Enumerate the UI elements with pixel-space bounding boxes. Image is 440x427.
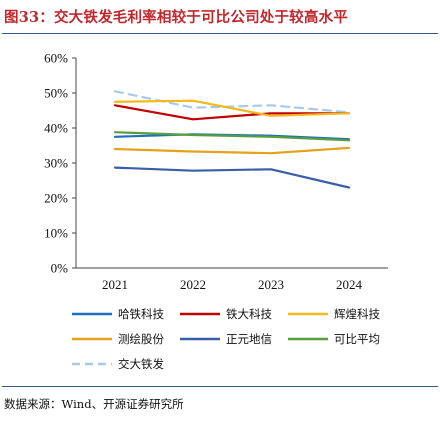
source-note: 数据来源：Wind、开源证券研究所 — [4, 397, 184, 411]
x-tick-label: 2023 — [258, 277, 284, 292]
y-tick-label: 40% — [44, 121, 68, 136]
legend-label: 铁大科技 — [226, 307, 272, 321]
title-rule — [2, 33, 438, 34]
legend-label: 哈铁科技 — [118, 307, 164, 321]
series-line — [113, 146, 351, 155]
source-rule — [2, 386, 438, 387]
chart-axes: 0% 10% 20% 30% 40% 50% 60% 2021 2022 2023 2024 — [44, 51, 388, 292]
series-line — [113, 90, 351, 114]
series-line — [113, 131, 351, 142]
series-line — [113, 104, 351, 121]
y-tick-label: 30% — [44, 156, 68, 171]
legend-label: 正元地信 — [226, 332, 272, 346]
y-tick-label: 0% — [51, 261, 69, 276]
y-tick-label: 20% — [44, 191, 68, 206]
legend-label: 测绘股份 — [118, 332, 164, 346]
x-tick-label: 2022 — [180, 277, 206, 292]
x-tick-label: 2024 — [336, 277, 363, 292]
legend-label: 辉煌科技 — [334, 307, 380, 321]
series-line — [113, 166, 351, 189]
y-tick-label: 50% — [44, 86, 68, 101]
series-line — [113, 99, 351, 117]
legend-label: 交大铁发 — [118, 357, 164, 371]
y-tick-label: 10% — [44, 226, 68, 241]
chart-series-lines — [113, 90, 351, 189]
legend-label: 可比平均 — [334, 332, 380, 346]
x-tick-label: 2021 — [102, 277, 128, 292]
y-tick-label: 60% — [44, 51, 68, 66]
figure-title: 图33：交大铁发毛利率相较于可比公司处于较高水平 — [4, 9, 348, 26]
